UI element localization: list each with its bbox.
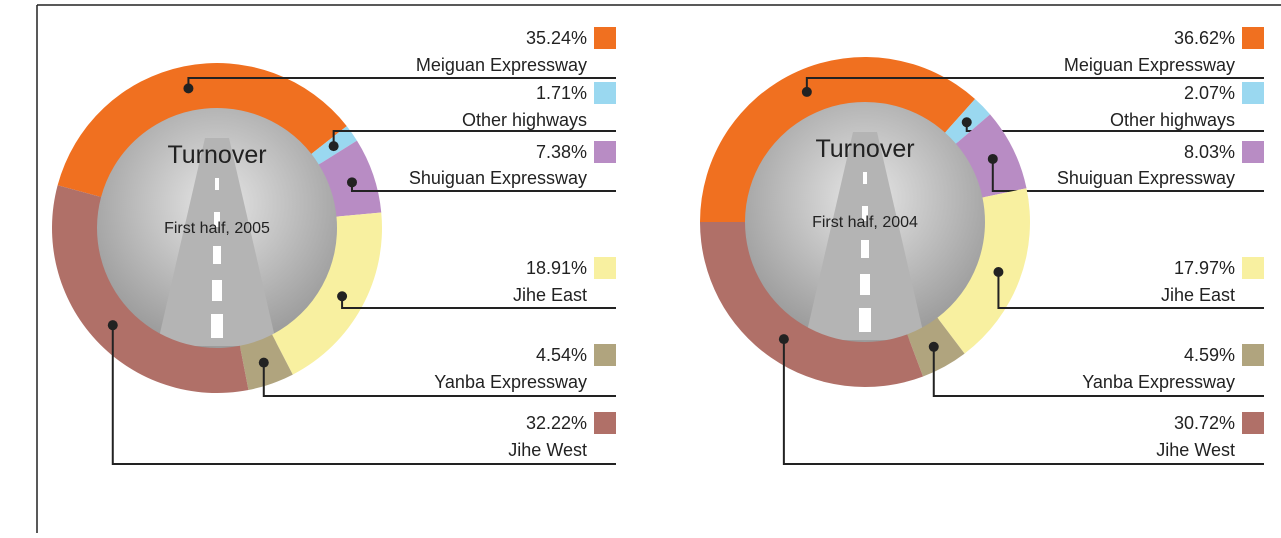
leader-line bbox=[991, 158, 1264, 192]
road-dash bbox=[212, 280, 222, 301]
legend-label: Yanba Expressway bbox=[1082, 372, 1235, 392]
value-label: 18.91% bbox=[526, 258, 587, 278]
value-label: 2.07% bbox=[1184, 83, 1235, 103]
legend-label: Meiguan Expressway bbox=[1064, 55, 1235, 75]
leader-dot bbox=[328, 141, 339, 152]
road-dash bbox=[860, 274, 870, 295]
leader-line bbox=[932, 346, 1264, 397]
chart-subtitle: First half, 2004 bbox=[812, 214, 918, 231]
value-label: 4.54% bbox=[536, 345, 587, 365]
pie-slice bbox=[272, 212, 382, 375]
road-dash bbox=[214, 212, 220, 227]
leader-line bbox=[111, 325, 616, 465]
legend-swatch bbox=[1242, 27, 1264, 49]
pie-slice bbox=[700, 222, 924, 387]
legend-swatch bbox=[594, 412, 616, 434]
leader-dot bbox=[183, 83, 194, 94]
leader-line bbox=[262, 362, 616, 397]
value-label: 17.97% bbox=[1174, 258, 1235, 278]
legend-label: Shuiguan Expressway bbox=[1057, 168, 1235, 188]
leader-dot bbox=[961, 117, 972, 128]
legend-label: Yanba Expressway bbox=[434, 372, 587, 392]
legend-label: Jihe East bbox=[1161, 285, 1235, 305]
leader-dot bbox=[258, 357, 269, 368]
value-label: 8.03% bbox=[1184, 142, 1235, 162]
value-label: 30.72% bbox=[1174, 413, 1235, 433]
value-label: 36.62% bbox=[1174, 28, 1235, 48]
pie-slice bbox=[700, 56, 976, 223]
legend-label: Meiguan Expressway bbox=[416, 55, 587, 75]
pie-slice bbox=[937, 188, 1030, 354]
legend-label: Jihe East bbox=[513, 285, 587, 305]
road-dash bbox=[862, 206, 868, 221]
leader-dot bbox=[928, 341, 939, 352]
road-dash bbox=[861, 240, 869, 258]
pie-slice bbox=[52, 185, 249, 393]
road bbox=[157, 138, 277, 346]
legend-label: Jihe West bbox=[508, 440, 587, 460]
legend-swatch bbox=[1242, 344, 1264, 366]
legend-swatch bbox=[1242, 412, 1264, 434]
road-dash bbox=[213, 246, 221, 264]
legend-swatch bbox=[594, 344, 616, 366]
leader-dot bbox=[993, 266, 1004, 277]
leader-dot bbox=[778, 334, 789, 345]
leader-dot bbox=[346, 177, 357, 188]
leader-line bbox=[997, 271, 1264, 309]
road-dash bbox=[859, 308, 871, 332]
legend-swatch bbox=[594, 257, 616, 279]
chart-subtitle: First half, 2005 bbox=[164, 220, 270, 237]
legend-label: Other highways bbox=[462, 110, 587, 130]
road-dash bbox=[863, 172, 867, 184]
leader-line bbox=[332, 130, 616, 147]
leader-dot bbox=[107, 320, 118, 331]
value-label: 1.71% bbox=[536, 83, 587, 103]
value-label: 7.38% bbox=[536, 142, 587, 162]
value-label: 4.59% bbox=[1184, 345, 1235, 365]
legend-swatch bbox=[594, 141, 616, 163]
leader-dot bbox=[337, 291, 348, 302]
legend-label: Other highways bbox=[1110, 110, 1235, 130]
legend-label: Jihe West bbox=[1156, 440, 1235, 460]
legend-swatch bbox=[594, 82, 616, 104]
chart-title: Turnover bbox=[815, 135, 914, 163]
legend-swatch bbox=[1242, 141, 1264, 163]
leader-line bbox=[782, 339, 1264, 465]
legend-swatch bbox=[594, 27, 616, 49]
legend-swatch bbox=[1242, 257, 1264, 279]
chart-title: Turnover bbox=[167, 141, 266, 169]
road-dash bbox=[215, 178, 219, 190]
legend-label: Shuiguan Expressway bbox=[409, 168, 587, 188]
road bbox=[805, 132, 925, 340]
pie-slice bbox=[57, 62, 347, 197]
legend-swatch bbox=[1242, 82, 1264, 104]
leader-dot bbox=[987, 153, 998, 164]
value-label: 32.22% bbox=[526, 413, 587, 433]
value-label: 35.24% bbox=[526, 28, 587, 48]
leader-dot bbox=[801, 86, 812, 97]
road-dash bbox=[211, 314, 223, 338]
